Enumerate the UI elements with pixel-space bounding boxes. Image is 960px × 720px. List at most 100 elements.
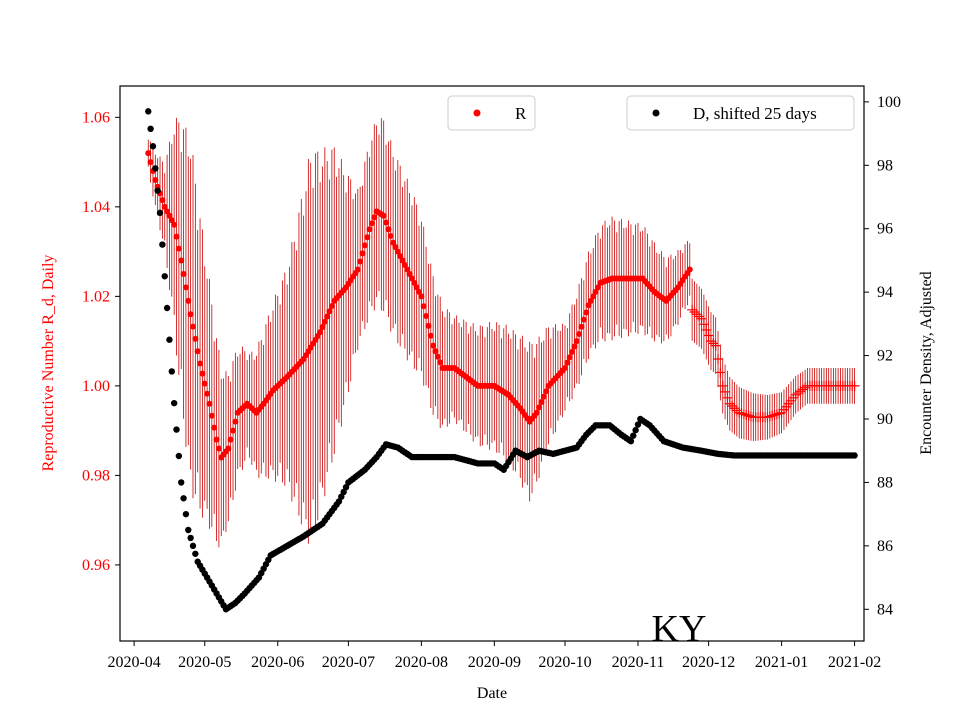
d-point	[185, 526, 192, 534]
x-tick-label: 2020-06	[251, 654, 304, 671]
r-point	[159, 197, 166, 204]
d-point	[338, 493, 345, 500]
d-point	[166, 336, 173, 343]
r-point	[564, 359, 571, 366]
r-point	[566, 354, 573, 361]
y-left-tick-label: 0.98	[82, 467, 110, 484]
r-point	[583, 309, 590, 316]
r-point	[425, 322, 432, 329]
d-point	[851, 452, 858, 459]
r-point	[182, 284, 189, 291]
r-plus-point	[703, 330, 714, 341]
r-point	[543, 388, 550, 395]
r-plus-point	[710, 340, 721, 351]
r-point	[561, 364, 568, 371]
legend-r-box	[447, 95, 536, 131]
d-point	[147, 125, 154, 133]
r-point	[411, 279, 418, 286]
r-plus-point	[687, 304, 698, 315]
r-plus-point	[698, 319, 709, 330]
d-point	[630, 432, 637, 439]
r-point	[359, 250, 366, 257]
d-point	[627, 438, 635, 445]
y-left-tick-label: 1.06	[82, 109, 110, 126]
r-point	[185, 297, 192, 304]
r-point	[585, 302, 592, 309]
r-plus-point	[741, 409, 752, 420]
d-point	[182, 510, 190, 518]
r-point	[434, 353, 441, 360]
d-point	[178, 479, 185, 486]
x-tick-label: 2020-08	[395, 654, 448, 671]
r-point	[383, 219, 390, 226]
r-plus-point	[689, 307, 700, 318]
r-point	[413, 284, 420, 291]
r-point	[533, 409, 540, 416]
r-point	[578, 323, 585, 330]
r-plus-point	[720, 386, 731, 397]
r-point	[576, 330, 583, 337]
r-point	[321, 318, 328, 325]
r-point	[168, 217, 175, 224]
r-point	[189, 323, 196, 330]
r-point	[164, 208, 171, 215]
r-plus-point	[745, 411, 756, 422]
r-point	[215, 445, 222, 452]
x-tick-label: 2020-12	[682, 654, 735, 671]
r-plus-point	[767, 410, 778, 421]
r-point	[397, 253, 404, 260]
r-point	[230, 427, 237, 434]
legend-r: R	[447, 95, 536, 131]
r-plus-point	[713, 354, 724, 365]
r-point	[371, 214, 378, 221]
r-point	[178, 257, 185, 264]
r-point	[201, 380, 208, 387]
r-point	[571, 343, 578, 350]
r-point	[364, 234, 371, 241]
r-point	[175, 245, 182, 252]
r-plus-series	[687, 304, 860, 423]
d-point	[632, 426, 639, 434]
r-point	[590, 293, 597, 300]
legend-r-label: R	[515, 104, 527, 123]
d-point	[342, 483, 350, 491]
r-point	[399, 257, 406, 264]
x-tick-label: 2020-11	[612, 654, 665, 671]
r-plus-point	[769, 409, 780, 420]
plot-frame	[119, 85, 865, 642]
r-point	[354, 266, 361, 273]
r-plus-point	[727, 401, 738, 412]
r-plus-point	[800, 382, 811, 393]
y-right-tick-label: 100	[877, 94, 901, 111]
r-point	[152, 176, 159, 183]
x-tick-label: 2020-10	[538, 654, 591, 671]
r-plus-point	[849, 380, 860, 391]
r-point	[199, 370, 206, 377]
r-point	[406, 270, 413, 277]
r-plus-point	[771, 409, 782, 420]
r-point	[326, 308, 333, 315]
legend-r-marker	[473, 109, 481, 117]
d-point	[189, 542, 197, 550]
errorbar-layer	[147, 117, 855, 548]
r-point	[211, 424, 218, 431]
d-point	[175, 452, 183, 460]
r-plus-point	[736, 408, 747, 419]
r-point	[166, 212, 173, 219]
r-point	[161, 203, 168, 210]
r-plus-point	[724, 398, 735, 409]
y-left-tick-label: 1.00	[82, 378, 110, 395]
r-point	[427, 332, 434, 339]
r-point	[594, 284, 601, 291]
y-right-tick-label: 88	[877, 474, 893, 491]
state-label: KY	[652, 608, 707, 650]
d-point	[192, 550, 199, 557]
d-point	[156, 209, 164, 217]
r-point	[432, 348, 439, 355]
x-tick-label: 2020-07	[322, 654, 375, 671]
d-point	[152, 165, 159, 172]
r-point	[418, 293, 425, 300]
r-point	[385, 226, 392, 233]
legend-d-marker	[652, 109, 660, 117]
r-point	[580, 316, 587, 323]
